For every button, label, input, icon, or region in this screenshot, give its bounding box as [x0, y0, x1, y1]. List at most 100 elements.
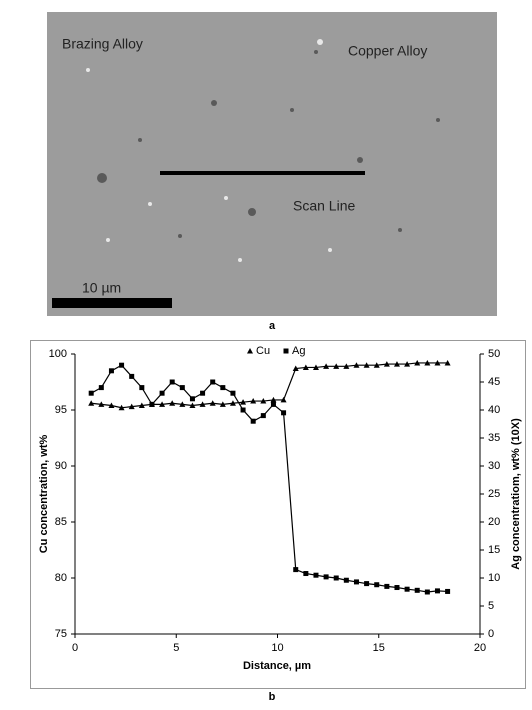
y-tick-label: 75 [55, 628, 67, 640]
marker [209, 400, 216, 406]
x-tick-label: 20 [474, 642, 486, 654]
marker [414, 587, 420, 593]
marker [270, 401, 276, 407]
series-line [90, 364, 448, 593]
label: Scan Line [293, 198, 355, 214]
y-tick-label: 90 [55, 460, 67, 472]
marker [383, 361, 390, 367]
marker [118, 404, 125, 411]
specks [97, 50, 440, 238]
legend-marker [247, 348, 253, 354]
marker [303, 571, 309, 577]
micrograph: Brazing Alloy Copper Alloy Scan Line 10 … [47, 12, 497, 316]
scale-bar-label: 10 µm [82, 280, 121, 296]
label: Brazing Alloy [62, 36, 143, 52]
y2-tick-label: 35 [488, 432, 500, 444]
marker [333, 575, 339, 581]
marker [373, 362, 380, 368]
y2-tick-label: 10 [488, 572, 500, 584]
marker [414, 359, 421, 366]
marker [260, 398, 267, 404]
marker [128, 403, 135, 410]
marker [240, 399, 247, 405]
marker [270, 396, 277, 403]
marker [179, 401, 186, 407]
chart-frame [30, 340, 526, 689]
x-tick-label: 10 [271, 642, 283, 654]
marker [149, 401, 155, 407]
marker [393, 361, 400, 367]
marker [323, 574, 329, 580]
scale-bar [52, 298, 172, 308]
y2-tick-label: 40 [488, 404, 500, 416]
marker [424, 589, 430, 595]
marker [281, 410, 287, 416]
y2-tick-label: 20 [488, 516, 500, 528]
marker [363, 362, 370, 368]
bright-specks [86, 39, 332, 262]
marker [98, 401, 105, 407]
marker [108, 368, 114, 374]
marker [119, 362, 125, 368]
marker [343, 577, 349, 583]
y-tick-label: 85 [55, 516, 67, 528]
legend-label: Cu [256, 345, 270, 357]
y2-tick-label: 0 [488, 628, 494, 640]
marker [189, 402, 196, 409]
marker [219, 401, 226, 407]
marker [240, 407, 246, 413]
marker [179, 385, 185, 391]
marker [229, 400, 236, 406]
marker [199, 401, 206, 407]
x-axis-title: Distance, µm [243, 660, 311, 672]
marker [313, 572, 319, 578]
marker [108, 402, 115, 409]
marker [384, 583, 390, 589]
marker [445, 588, 451, 594]
y2-tick-label: 45 [488, 376, 500, 388]
x-tick-label: 15 [373, 642, 385, 654]
y2-tick-label: 50 [488, 348, 500, 360]
marker [129, 373, 135, 379]
micrograph-image [47, 12, 497, 316]
marker [280, 396, 287, 403]
marker [333, 363, 340, 369]
marker [159, 401, 166, 407]
marker [394, 585, 400, 591]
y2-axis-title: Ag concentratiom, wt% (10X) [510, 418, 522, 570]
marker [260, 413, 266, 419]
marker [434, 359, 441, 366]
marker [169, 379, 175, 385]
marker [250, 418, 256, 424]
marker [210, 379, 216, 385]
marker [343, 363, 350, 369]
marker [200, 390, 206, 396]
marker [404, 586, 410, 592]
marker [139, 385, 145, 391]
y-tick-label: 80 [55, 572, 67, 584]
marker [302, 364, 309, 370]
marker [230, 390, 236, 396]
y-axis-title: Cu concentration, wt% [38, 435, 50, 554]
y2-tick-label: 30 [488, 460, 500, 472]
y2-tick-label: 15 [488, 544, 500, 556]
marker [353, 579, 359, 585]
marker [404, 361, 411, 367]
marker [98, 385, 104, 391]
marker [293, 567, 299, 573]
marker [292, 365, 299, 372]
marker [189, 396, 195, 402]
marker [138, 402, 145, 409]
y-tick-label: 100 [49, 348, 67, 360]
marker [444, 359, 451, 366]
marker [424, 359, 431, 366]
marker [88, 400, 95, 406]
marker [353, 362, 360, 368]
marker [250, 398, 257, 404]
y-tick-label: 95 [55, 404, 67, 416]
marker [169, 400, 176, 406]
series-line [91, 362, 448, 409]
legend-marker [283, 348, 289, 354]
marker [364, 581, 370, 587]
